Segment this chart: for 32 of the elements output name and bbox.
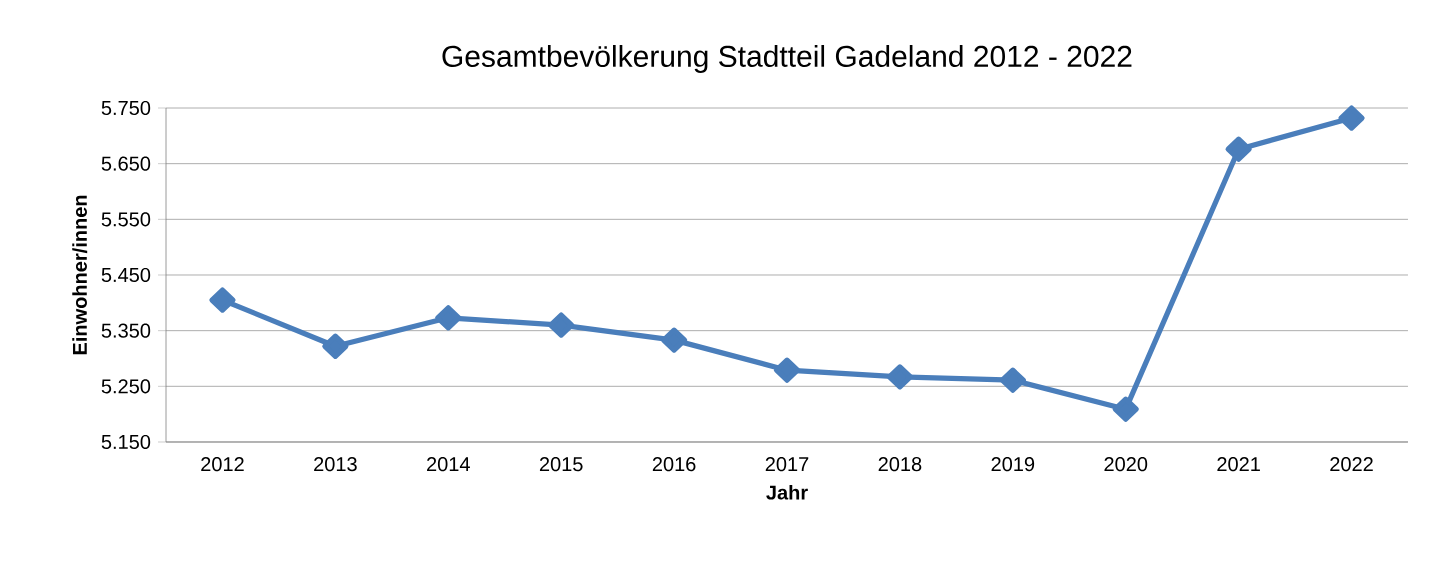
x-tick-label: 2018 xyxy=(878,457,922,472)
point xyxy=(322,333,349,359)
y-tick-label: 5.450 xyxy=(101,267,151,283)
x-axis-title: Jahr xyxy=(766,484,808,500)
x-tick-label: 2012 xyxy=(201,457,244,472)
point xyxy=(1338,105,1365,131)
y-axis-title: Einwohner/innen xyxy=(72,195,88,355)
y-tick-label: 5.550 xyxy=(101,212,151,227)
chart-title: Gesamtbevölkerung Stadtteil Gadeland 2012 - 2022 xyxy=(442,44,1132,73)
y-tick-label: 5.650 xyxy=(101,156,151,171)
point xyxy=(209,287,236,313)
y-tick-label: 5.250 xyxy=(101,379,151,394)
y-tick-label: 5.150 xyxy=(101,434,151,450)
x-tick-label: 2021 xyxy=(1217,457,1260,472)
x-tick-label: 2016 xyxy=(652,457,696,472)
point xyxy=(1225,136,1252,162)
x-tick-label: 2017 xyxy=(765,457,809,472)
x-tick-label: 2014 xyxy=(427,457,470,472)
point xyxy=(548,312,575,338)
point xyxy=(773,357,801,383)
x-tick-label: 2022 xyxy=(1330,457,1373,472)
x-tick-label: 2013 xyxy=(314,457,357,472)
point xyxy=(435,305,462,331)
point xyxy=(886,364,914,390)
x-tick-label: 2015 xyxy=(539,457,583,472)
point xyxy=(660,327,688,353)
y-tick-label: 5.350 xyxy=(101,323,151,338)
x-tick-label: 2019 xyxy=(991,457,1035,472)
x-tick-label: 2020 xyxy=(1104,457,1148,472)
y-tick-label: 5.750 xyxy=(101,100,151,116)
point xyxy=(999,367,1026,393)
point xyxy=(1112,396,1139,422)
